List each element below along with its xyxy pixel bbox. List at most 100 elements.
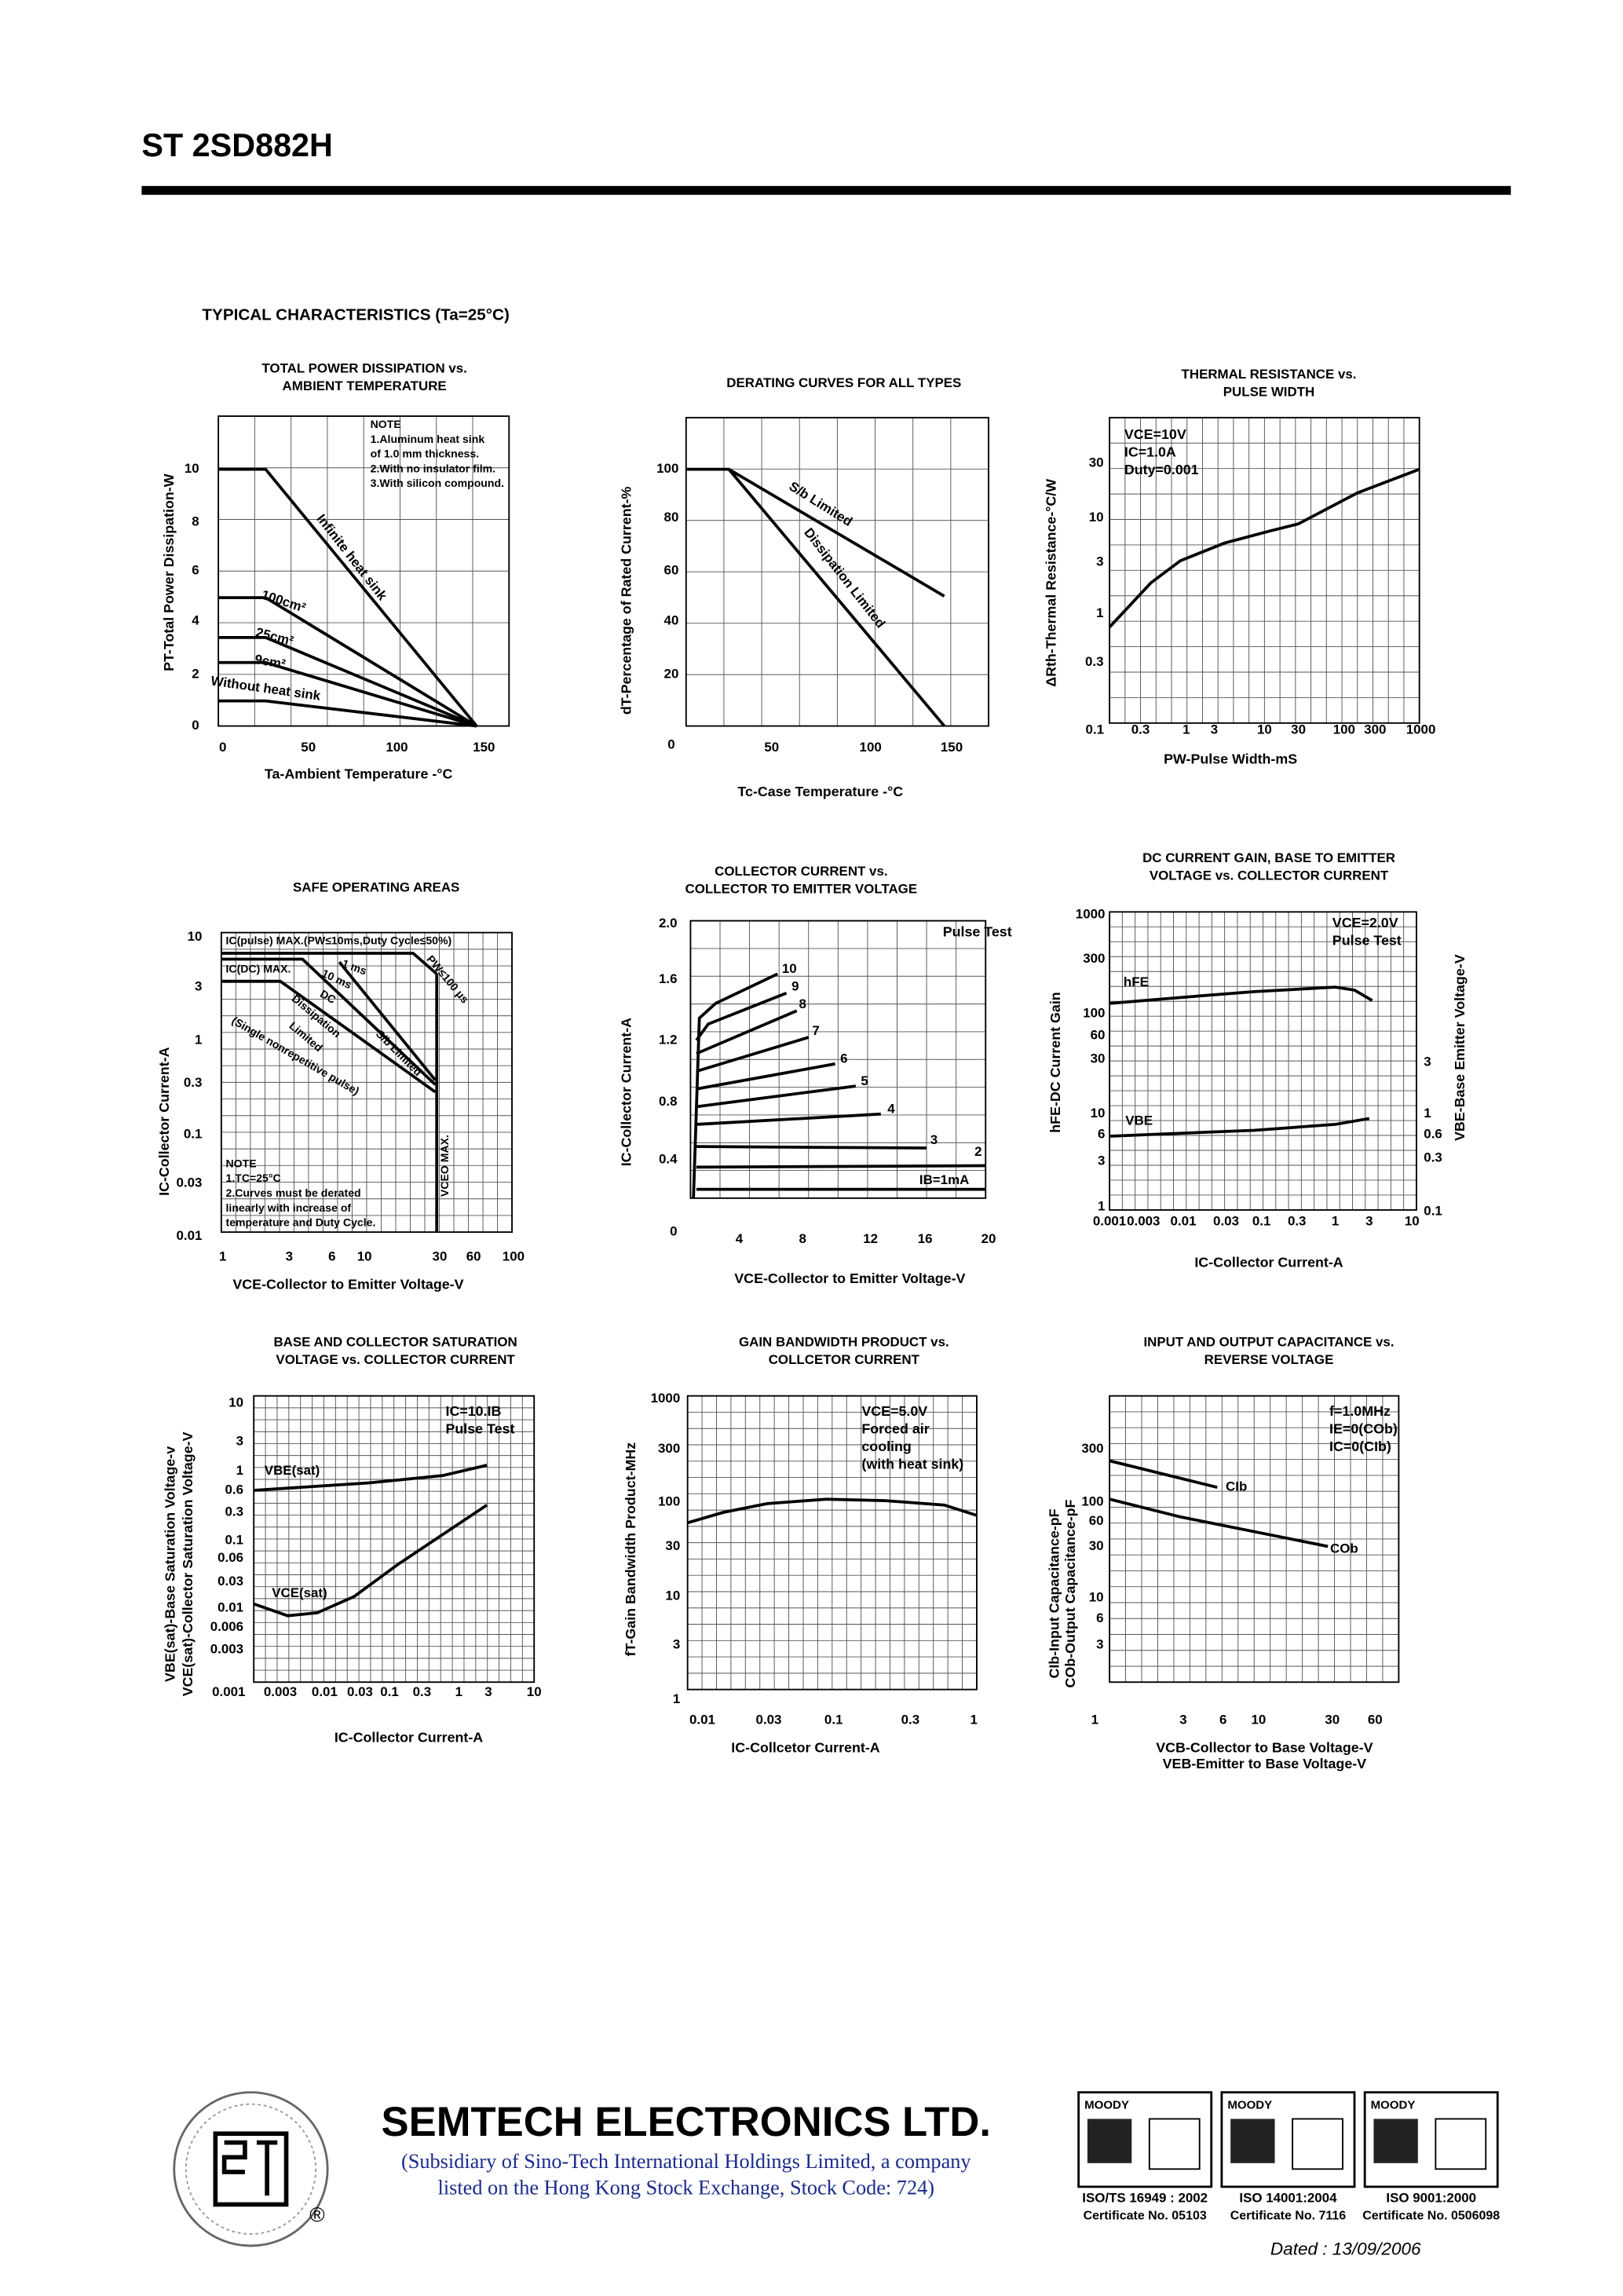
y-tick-label: 3 (673, 1637, 680, 1652)
x-tick-label: 0.3 (1288, 1213, 1307, 1228)
curve (696, 1145, 927, 1150)
y-tick-label: 1 (1096, 605, 1103, 620)
curve (338, 961, 437, 1081)
y-tick-label: 0.1 (184, 1127, 203, 1142)
x-tick-label: 4 (736, 1231, 744, 1246)
plot-frame (220, 931, 513, 1234)
chart-title: VOLTAGE vs. COLLECTOR CURRENT (276, 1352, 515, 1367)
plot-frame (217, 415, 510, 727)
y-tick-label: 60 (1091, 1028, 1106, 1043)
plot-frame (1109, 911, 1417, 1211)
x-tick-label: 1 (1183, 722, 1190, 737)
y2-tick-label: 0.3 (1424, 1150, 1442, 1165)
chart-title: COLLCETOR CURRENT (769, 1352, 920, 1367)
cert-number: Certificate No. 7116 (1230, 2210, 1346, 2223)
curve-label: CIb (1226, 1479, 1247, 1494)
x-tick-label: 1 (219, 1249, 226, 1264)
plot-frame (1109, 416, 1420, 724)
note-text: Pulse Test (445, 1421, 514, 1437)
x-axis-label: VEB-Emitter to Base Voltage-V (1163, 1756, 1367, 1771)
y-tick-label: 0.06 (217, 1550, 243, 1565)
x-tick-label: 0.001 (212, 1684, 245, 1699)
x-tick-label: 30 (433, 1249, 448, 1264)
curve (221, 957, 437, 1086)
x-tick-label: 3 (1211, 722, 1218, 737)
curve-label: VBE (1125, 1113, 1153, 1128)
note-text: Pulse Test (1332, 933, 1402, 949)
y-tick-label: 0.4 (659, 1152, 678, 1167)
curve (1109, 1497, 1329, 1548)
x-tick-label: 10 (1251, 1713, 1266, 1727)
y-tick-label: 2 (192, 666, 199, 681)
curve-label: VCE(sat) (272, 1585, 327, 1600)
note-text: cooling (861, 1439, 911, 1454)
cert-standard: ISO/TS 16949 : 2002 (1082, 2190, 1208, 2205)
x-tick-label: 10 (357, 1249, 372, 1264)
curve (1109, 985, 1373, 1005)
cert-standard: ISO 14001:2004 (1239, 2190, 1337, 2205)
y-tick-label: 60 (664, 563, 679, 578)
note-text: Forced air (861, 1421, 929, 1437)
cert-box (1077, 2091, 1213, 2188)
curve (696, 1084, 857, 1109)
x-tick-label: 0.01 (1171, 1213, 1197, 1228)
x-tick-label: 60 (1368, 1713, 1383, 1727)
x-tick-label: 12 (863, 1231, 878, 1246)
x-tick-label: 0.001 (1093, 1213, 1126, 1228)
curve-label: 4 (887, 1102, 895, 1117)
x-tick-label: 150 (941, 740, 963, 755)
y-tick-label: 10 (185, 461, 199, 476)
chart-title: VOLTAGE vs. COLLECTOR CURRENT (1150, 868, 1389, 883)
note-text: linearly with increase of (226, 1201, 352, 1214)
curve (1109, 1117, 1370, 1138)
x-tick-label: 10 (1257, 722, 1272, 737)
x-axis-label: Tc-Case Temperature -°C (737, 784, 903, 799)
y-tick-label: 1 (236, 1463, 243, 1478)
y-axis-label: PT-Total Power Dissipation-W (161, 473, 177, 671)
plot-frame (685, 416, 989, 727)
y-tick-label: 100 (656, 461, 678, 476)
chart-title: INPUT AND OUTPUT CAPACITANCE vs. (1143, 1335, 1394, 1350)
x-axis-label: VCB-Collector to Base Voltage-V (1156, 1740, 1373, 1756)
note-text: 3.With silicon compound. (371, 477, 504, 489)
y-tick-label: 0.01 (177, 1228, 203, 1243)
x-tick-label: 1 (970, 1713, 977, 1727)
x-tick-label: 3 (1179, 1713, 1186, 1727)
y-axis-label: IC-Collector Current-A (156, 1047, 172, 1195)
y2-tick-label: 0.6 (1424, 1127, 1442, 1142)
y-tick-label: 40 (664, 613, 679, 628)
y-tick-label: 10 (188, 929, 203, 944)
curve (696, 1062, 835, 1091)
cert-brand: MOODY (1084, 2098, 1129, 2111)
x-tick-label: 50 (301, 740, 316, 755)
y-tick-label: 0.006 (210, 1619, 243, 1634)
note-text: IC=10.IB (445, 1403, 501, 1419)
x-tick-label: 0 (219, 740, 226, 755)
y-tick-label: 0.3 (184, 1075, 203, 1090)
curve (727, 468, 946, 727)
cert-brand: MOODY (1371, 2098, 1416, 2111)
curve-label: VBE(sat) (265, 1463, 320, 1478)
y-axis-label: VBE(sat)-Base Saturation Voltage-v (163, 1446, 178, 1682)
y-tick-label: 0.01 (217, 1600, 243, 1615)
y-tick-label: 2.0 (659, 916, 678, 930)
x-tick-label: 30 (1325, 1713, 1340, 1727)
x-tick-label: 3 (286, 1249, 293, 1264)
note-text: of 1.0 mm thickness. (371, 448, 480, 460)
title-rule (141, 185, 1512, 196)
cert-brand: MOODY (1227, 2098, 1272, 2111)
x-axis-label: PW-Pulse Width-mS (1164, 751, 1297, 767)
x-tick-label: 0.03 (756, 1713, 782, 1727)
y-tick-label: 1 (1098, 1199, 1105, 1214)
y-tick-label: 0.03 (217, 1574, 243, 1589)
y-tick-label: 8 (192, 514, 199, 529)
y-tick-label: 0.03 (177, 1175, 203, 1190)
y2-tick-label: 0.1 (1424, 1203, 1442, 1218)
y-axis-label: VBE-Base Emitter Voltage-V (1452, 954, 1468, 1141)
y-tick-label: 0.3 (225, 1504, 244, 1519)
x-tick-label: 0.1 (1252, 1213, 1271, 1228)
y-tick-label: 10 (665, 1589, 680, 1603)
y-tick-label: 0 (670, 1224, 677, 1239)
x-tick-label: 6 (328, 1249, 335, 1264)
company-name: SEMTECH ELECTRONICS LTD. (382, 2099, 991, 2145)
